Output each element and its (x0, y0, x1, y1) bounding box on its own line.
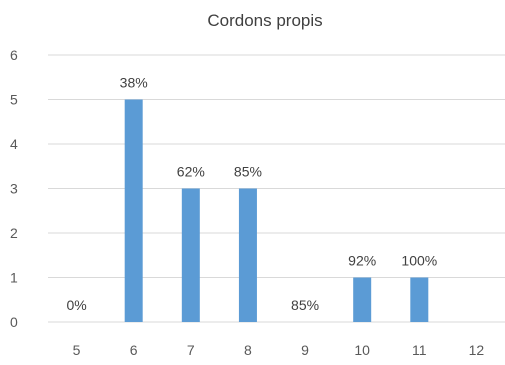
bar-6 (124, 99, 143, 322)
x-tick-label: 5 (73, 342, 81, 358)
data-labels: 0% 38% 62% 85% 85% 92% 100% (66, 75, 437, 314)
y-tick-label: 5 (10, 92, 18, 108)
x-tick-label: 12 (469, 342, 485, 358)
chart-title: Cordons propis (207, 11, 322, 30)
x-axis-tick-labels: 5 6 7 8 9 10 11 12 (73, 342, 485, 358)
y-tick-label: 3 (10, 181, 18, 197)
data-label-7: 62% (177, 164, 205, 180)
bar-11 (410, 277, 429, 322)
x-tick-label: 11 (412, 342, 427, 358)
bar-8 (238, 188, 257, 322)
gridlines (48, 54, 505, 323)
y-tick-label: 1 (10, 270, 18, 286)
data-label-8: 85% (234, 164, 262, 180)
x-tick-label: 6 (130, 342, 138, 358)
data-label-11: 100% (401, 253, 437, 269)
data-label-6: 38% (120, 75, 148, 91)
bars (124, 99, 429, 322)
y-tick-label: 6 (10, 47, 18, 63)
y-tick-label: 4 (10, 136, 18, 152)
y-tick-label: 0 (10, 314, 18, 330)
x-tick-label: 10 (354, 342, 370, 358)
bar-7 (181, 188, 200, 322)
data-label-10: 92% (348, 253, 376, 269)
x-tick-label: 8 (244, 342, 252, 358)
x-tick-label: 7 (187, 342, 195, 358)
bar-10 (353, 277, 372, 322)
y-tick-label: 2 (10, 225, 18, 241)
x-tick-label: 9 (301, 342, 309, 358)
data-label-9: 85% (291, 297, 319, 313)
y-axis-tick-labels: 0 1 2 3 4 5 6 (10, 47, 18, 330)
data-label-5: 0% (66, 297, 86, 313)
